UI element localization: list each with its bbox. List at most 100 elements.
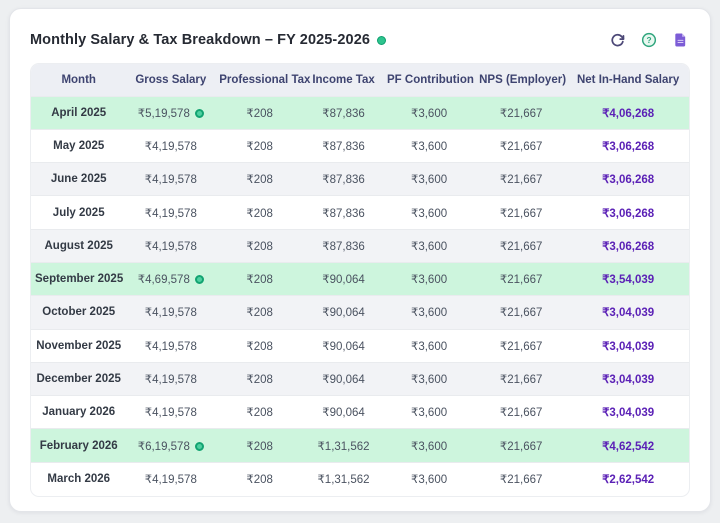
professional-tax-cell: ₹208 — [215, 195, 305, 230]
month-cell: December 2025 — [31, 361, 127, 396]
month-cell: August 2025 — [31, 228, 127, 263]
month-cell: January 2026 — [31, 395, 127, 429]
professional-tax-cell: ₹208 — [215, 295, 305, 330]
professional-tax-cell: ₹208 — [215, 461, 305, 496]
document-icon — [673, 32, 688, 48]
net-salary-cell: ₹3,06,268 — [567, 228, 689, 263]
income-tax-cell: ₹90,064 — [304, 328, 384, 363]
status-dot-icon — [377, 35, 387, 45]
net-salary-cell: ₹3,06,268 — [567, 128, 689, 163]
professional-tax-cell: ₹208 — [215, 328, 305, 363]
gross-salary-value: ₹4,19,578 — [144, 240, 197, 253]
col-header-professional-tax: Professional Tax — [215, 64, 310, 96]
gross-salary-value: ₹4,19,578 — [144, 307, 197, 320]
gross-salary-value: ₹4,19,578 — [144, 407, 197, 420]
document-button[interactable] — [671, 30, 690, 50]
gross-salary-value: ₹6,19,578 — [137, 440, 190, 453]
gross-salary-cell: ₹4,19,578 — [126, 228, 216, 263]
col-header-pf-contribution: PF Contribution — [383, 64, 476, 96]
info-dot-icon[interactable] — [194, 441, 204, 451]
month-cell: September 2025 — [31, 261, 127, 296]
month-cell: March 2026 — [31, 461, 127, 496]
pf-contribution-cell: ₹3,600 — [383, 228, 476, 263]
nps-employer-cell: ₹21,667 — [475, 95, 568, 130]
pf-contribution-cell: ₹3,600 — [383, 428, 476, 463]
professional-tax-cell: ₹208 — [215, 95, 305, 130]
gross-salary-cell: ₹4,19,578 — [126, 395, 216, 429]
month-cell: June 2025 — [31, 162, 127, 196]
gross-salary-value: ₹4,19,578 — [144, 374, 197, 387]
col-header-month: Month — [31, 64, 127, 96]
professional-tax-cell: ₹208 — [215, 128, 305, 163]
pf-contribution-cell: ₹3,600 — [383, 328, 476, 363]
gross-salary-cell: ₹4,19,578 — [126, 461, 216, 496]
professional-tax-cell: ₹208 — [215, 361, 305, 396]
pf-contribution-cell: ₹3,600 — [383, 128, 476, 163]
income-tax-cell: ₹87,836 — [304, 162, 384, 196]
professional-tax-cell: ₹208 — [215, 428, 305, 463]
header-actions: ? — [608, 30, 690, 50]
net-salary-cell: ₹3,04,039 — [567, 361, 689, 396]
income-tax-cell: ₹87,836 — [304, 228, 384, 263]
gross-salary-value: ₹4,19,578 — [144, 207, 197, 220]
refresh-button[interactable] — [608, 31, 627, 50]
gross-salary-cell: ₹4,19,578 — [126, 162, 216, 196]
net-salary-cell: ₹3,04,039 — [567, 395, 689, 429]
income-tax-cell: ₹90,064 — [304, 261, 384, 296]
professional-tax-cell: ₹208 — [215, 162, 305, 196]
month-cell: October 2025 — [31, 295, 127, 330]
net-salary-cell: ₹4,62,542 — [567, 428, 689, 463]
month-cell: February 2026 — [31, 428, 127, 463]
page-title: Monthly Salary & Tax Breakdown – FY 2025… — [30, 32, 371, 48]
table-body: April 2025 ₹5,19,578 ₹208 ₹87,836 ₹3,600… — [31, 95, 689, 496]
pf-contribution-cell: ₹3,600 — [383, 261, 476, 296]
info-dot-icon[interactable] — [194, 108, 204, 118]
card-header: Monthly Salary & Tax Breakdown – FY 2025… — [10, 9, 710, 63]
nps-employer-cell: ₹21,667 — [475, 428, 568, 463]
help-button[interactable]: ? — [639, 30, 659, 50]
net-salary-cell: ₹3,54,039 — [567, 261, 689, 296]
info-dot-icon[interactable] — [194, 275, 204, 285]
gross-salary-cell: ₹4,19,578 — [126, 328, 216, 363]
table-row: June 2025 ₹4,19,578 ₹208 ₹87,836 ₹3,600 … — [31, 162, 689, 196]
gross-salary-value: ₹4,19,578 — [144, 140, 197, 153]
gross-salary-value: ₹5,19,578 — [137, 107, 190, 120]
salary-breakdown-card: Monthly Salary & Tax Breakdown – FY 2025… — [9, 8, 711, 512]
income-tax-cell: ₹1,31,562 — [304, 461, 384, 496]
gross-salary-value: ₹4,19,578 — [144, 474, 197, 487]
income-tax-cell: ₹87,836 — [304, 195, 384, 230]
income-tax-cell: ₹90,064 — [304, 295, 384, 330]
month-cell: May 2025 — [31, 128, 127, 163]
salary-table: Month Gross Salary Professional Tax Inco… — [31, 64, 689, 496]
net-salary-cell: ₹2,62,542 — [567, 461, 689, 496]
income-tax-cell: ₹90,064 — [304, 361, 384, 396]
col-header-net-in-hand: Net In-Hand Salary — [567, 64, 689, 96]
gross-salary-cell: ₹4,19,578 — [126, 128, 216, 163]
professional-tax-cell: ₹208 — [215, 395, 305, 429]
table-row: April 2025 ₹5,19,578 ₹208 ₹87,836 ₹3,600… — [31, 95, 689, 130]
salary-table-wrap: Month Gross Salary Professional Tax Inco… — [30, 63, 690, 497]
gross-salary-cell: ₹5,19,578 — [126, 95, 216, 130]
gross-salary-cell: ₹4,19,578 — [126, 295, 216, 330]
nps-employer-cell: ₹21,667 — [475, 395, 568, 429]
table-header: Month Gross Salary Professional Tax Inco… — [31, 64, 689, 96]
table-row: August 2025 ₹4,19,578 ₹208 ₹87,836 ₹3,60… — [31, 228, 689, 263]
gross-salary-value: ₹4,69,578 — [137, 274, 190, 287]
pf-contribution-cell: ₹3,600 — [383, 295, 476, 330]
col-header-gross-salary: Gross Salary — [126, 64, 216, 96]
pf-contribution-cell: ₹3,600 — [383, 395, 476, 429]
nps-employer-cell: ₹21,667 — [475, 295, 568, 330]
gross-salary-cell: ₹4,19,578 — [126, 361, 216, 396]
income-tax-cell: ₹1,31,562 — [304, 428, 384, 463]
net-salary-cell: ₹3,06,268 — [567, 162, 689, 196]
col-header-income-tax: Income Tax — [304, 64, 384, 96]
table-row: March 2026 ₹4,19,578 ₹208 ₹1,31,562 ₹3,6… — [31, 461, 689, 496]
nps-employer-cell: ₹21,667 — [475, 195, 568, 230]
table-row: October 2025 ₹4,19,578 ₹208 ₹90,064 ₹3,6… — [31, 295, 689, 330]
professional-tax-cell: ₹208 — [215, 228, 305, 263]
net-salary-cell: ₹3,04,039 — [567, 295, 689, 330]
gross-salary-value: ₹4,19,578 — [144, 340, 197, 353]
nps-employer-cell: ₹21,667 — [475, 128, 568, 163]
nps-employer-cell: ₹21,667 — [475, 328, 568, 363]
professional-tax-cell: ₹208 — [215, 261, 305, 296]
